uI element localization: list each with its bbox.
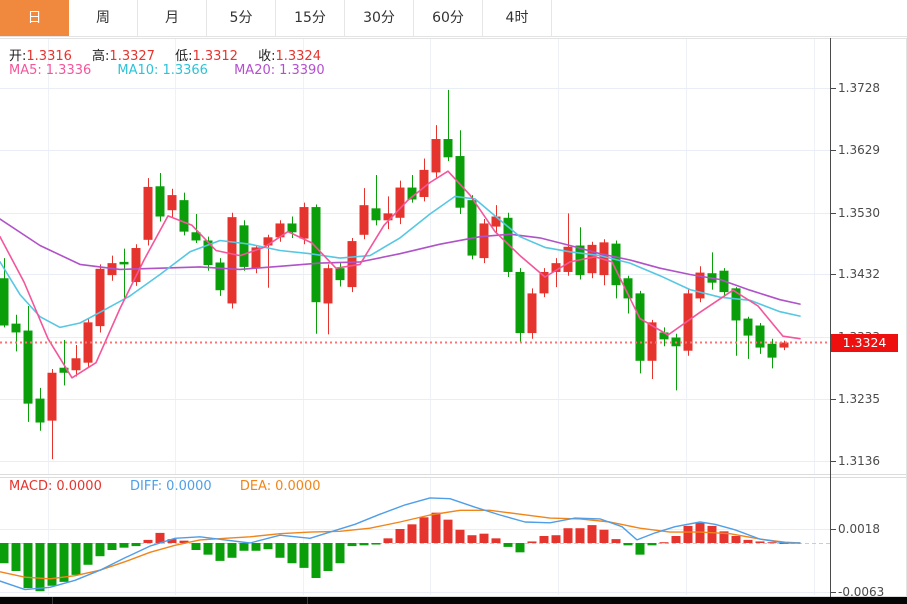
y-axis-tick-label: 1.3728	[838, 80, 880, 95]
current-price-badge: 1.3324	[831, 334, 898, 352]
close-label: 收:	[258, 49, 276, 64]
close-value: 1.3324	[275, 49, 321, 64]
ma10-value: 1.3366	[162, 63, 208, 78]
tab-day[interactable]: 日	[0, 0, 69, 36]
ohlc-readout: 开:1.3316 高:1.3327 低:1.3312 收:1.3324	[9, 45, 337, 64]
macd-value: 0.0000	[56, 479, 102, 494]
tab-5min[interactable]: 5分	[207, 0, 276, 36]
open-label: 开:	[9, 49, 27, 64]
tab-month[interactable]: 月	[138, 0, 207, 36]
high-value: 1.3327	[109, 49, 155, 64]
y-axis-tick-label: 1.3235	[838, 391, 880, 406]
low-label: 低:	[175, 49, 193, 64]
high-label: 高:	[92, 49, 110, 64]
bottom-scroll-strip[interactable]	[0, 597, 907, 604]
macd-label: MACD:	[9, 479, 53, 494]
diff-value: 0.0000	[166, 479, 212, 494]
y-axis-tick-label: 0.0018	[838, 521, 880, 536]
ma20-value: 1.3390	[279, 63, 325, 78]
ma10-label: MA10:	[117, 63, 159, 78]
low-value: 1.3312	[192, 49, 238, 64]
y-axis-tick-label: 1.3432	[838, 266, 880, 281]
y-axis-tick-label: 1.3530	[838, 205, 880, 220]
open-value: 1.3316	[26, 49, 72, 64]
dea-value: 0.0000	[275, 479, 321, 494]
y-axis-tick-label: -0.0063	[838, 584, 885, 599]
dea-label: DEA:	[239, 479, 272, 494]
ma5-label: MA5:	[9, 63, 42, 78]
y-axis-tick-label: 1.3136	[838, 453, 880, 468]
ma-readout: MA5: 1.3336 MA10: 1.3366 MA20: 1.3390	[9, 63, 329, 78]
tab-30min[interactable]: 30分	[345, 0, 414, 36]
macd-readout: MACD: 0.0000 DIFF: 0.0000 DEA: 0.0000	[9, 479, 325, 494]
timeframe-tabbar: 日 周 月 5分 15分 30分 60分 4时	[0, 0, 907, 37]
diff-label: DIFF:	[130, 479, 163, 494]
tab-4hour[interactable]: 4时	[483, 0, 552, 36]
ma5-value: 1.3336	[45, 63, 92, 78]
ma20-label: MA20:	[234, 63, 276, 78]
y-axis-tick-label: 1.3629	[838, 142, 880, 157]
tab-15min[interactable]: 15分	[276, 0, 345, 36]
tab-60min[interactable]: 60分	[414, 0, 483, 36]
tab-week[interactable]: 周	[69, 0, 138, 36]
